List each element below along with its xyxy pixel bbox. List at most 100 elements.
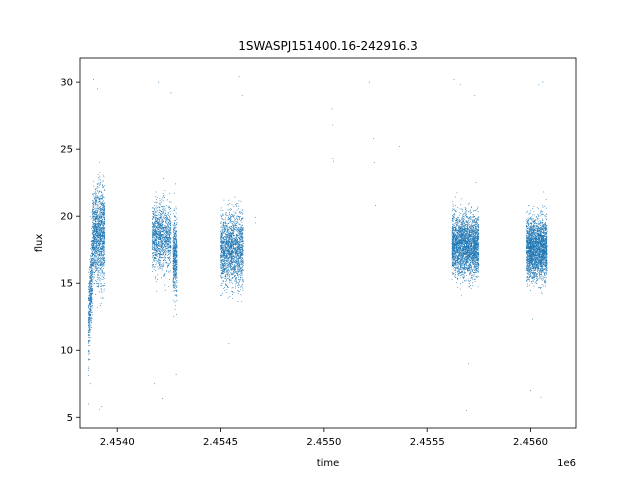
data-point <box>100 205 102 207</box>
data-point <box>90 318 91 320</box>
data-point <box>100 256 102 258</box>
data-point <box>89 314 91 316</box>
data-point <box>159 257 161 259</box>
data-point <box>242 274 244 276</box>
data-point <box>88 332 90 334</box>
data-point <box>152 206 154 208</box>
data-point <box>237 272 239 274</box>
data-point <box>93 224 95 226</box>
data-point <box>87 297 89 299</box>
data-point <box>92 200 94 202</box>
data-point <box>156 242 158 244</box>
data-point <box>98 213 100 215</box>
data-point <box>99 228 101 230</box>
data-point <box>101 228 103 229</box>
data-point <box>165 217 167 219</box>
data-point <box>160 217 162 219</box>
data-point <box>96 245 98 247</box>
data-point <box>101 250 103 252</box>
data-point <box>152 227 154 229</box>
data-point <box>174 282 176 284</box>
data-point <box>224 252 226 254</box>
data-point <box>160 220 162 222</box>
data-point <box>93 196 95 198</box>
data-point <box>103 248 105 250</box>
data-point <box>231 256 233 258</box>
data-point <box>92 210 94 212</box>
data-point <box>238 241 240 243</box>
data-point <box>103 200 104 202</box>
data-point <box>174 276 176 278</box>
data-point <box>87 289 89 290</box>
data-point <box>157 197 158 199</box>
data-point <box>100 222 102 223</box>
data-point <box>158 239 160 241</box>
data-point <box>100 257 102 259</box>
data-point <box>167 219 169 221</box>
data-point <box>103 214 105 216</box>
data-point <box>98 226 100 228</box>
data-point <box>174 264 176 266</box>
data-point <box>175 278 176 280</box>
data-point <box>224 248 226 250</box>
data-point <box>221 238 223 239</box>
data-point <box>102 265 104 267</box>
data-point <box>167 244 169 246</box>
data-point <box>153 227 155 229</box>
data-point <box>98 261 99 263</box>
data-point <box>174 267 176 269</box>
data-point <box>88 318 90 319</box>
data-point <box>100 297 102 299</box>
data-point <box>232 287 234 288</box>
data-point <box>227 297 229 299</box>
data-point <box>92 252 94 254</box>
data-point <box>91 307 93 309</box>
data-point <box>223 238 225 240</box>
data-point <box>89 306 91 307</box>
data-point <box>157 218 159 220</box>
data-point <box>95 220 97 222</box>
data-point <box>223 199 225 201</box>
data-point <box>100 225 102 227</box>
data-point <box>242 252 244 254</box>
data-point <box>175 220 176 222</box>
data-point <box>156 245 157 246</box>
data-point <box>167 213 169 215</box>
data-point <box>91 228 92 229</box>
data-point <box>227 204 229 206</box>
data-point <box>238 200 240 202</box>
data-point <box>95 244 97 246</box>
data-point <box>175 206 177 208</box>
data-point <box>155 199 157 200</box>
data-point <box>226 270 228 272</box>
data-point <box>173 242 174 244</box>
data-point <box>92 259 94 261</box>
data-point <box>95 221 96 223</box>
data-point <box>102 272 104 274</box>
data-point <box>102 234 104 236</box>
data-point <box>90 275 92 277</box>
data-point <box>154 252 156 253</box>
data-point <box>96 237 98 239</box>
data-point <box>227 231 229 233</box>
data-point <box>242 265 244 267</box>
data-point <box>101 267 102 269</box>
data-point <box>87 317 89 318</box>
data-point <box>99 175 101 177</box>
data-point <box>225 247 227 249</box>
data-point <box>100 190 102 192</box>
data-point <box>96 188 98 190</box>
data-point <box>96 207 98 209</box>
data-point <box>92 255 94 257</box>
data-point <box>235 255 237 257</box>
data-point <box>227 268 229 270</box>
data-point <box>238 230 239 232</box>
data-point <box>175 224 177 225</box>
data-point <box>236 290 238 292</box>
data-point <box>242 278 244 280</box>
data-point <box>97 240 99 242</box>
data-point <box>154 230 156 231</box>
data-point <box>152 225 154 227</box>
data-point <box>242 250 244 251</box>
data-point <box>173 257 175 259</box>
